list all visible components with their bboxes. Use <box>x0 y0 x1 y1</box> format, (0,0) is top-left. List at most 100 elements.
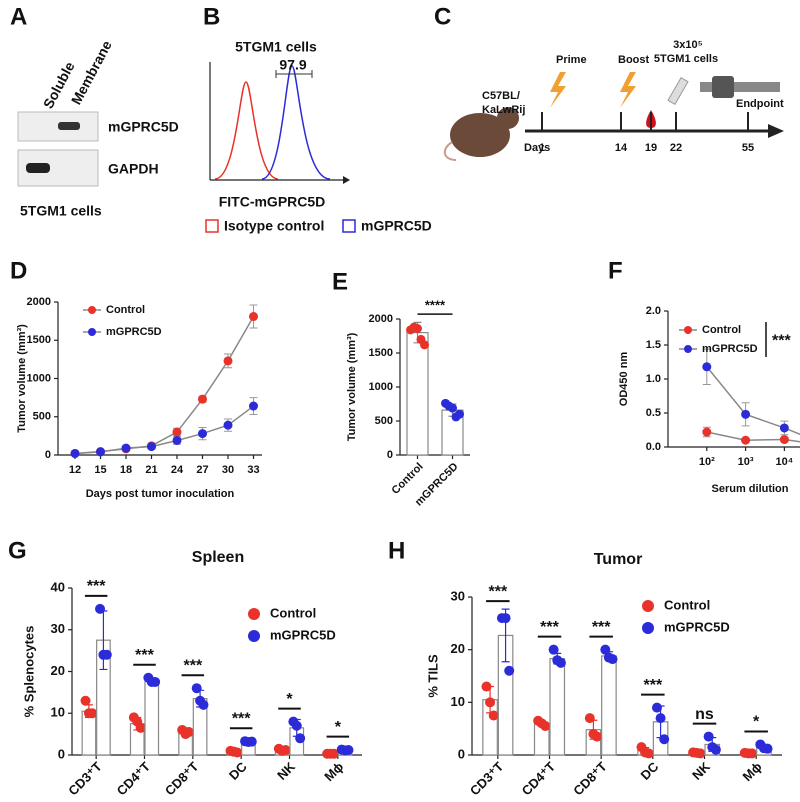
legend-label: mGPRC5D <box>361 218 432 234</box>
data-point <box>246 736 257 747</box>
x-tick-label: CD3⁺T <box>65 759 105 799</box>
y-tick-label: 2000 <box>369 313 393 325</box>
y-tick-label: 0 <box>458 746 465 761</box>
y-axis-label: % Splenocytes <box>21 626 36 718</box>
x-tick-label: 10⁴ <box>776 456 794 468</box>
gate-label: 97.9 <box>279 57 306 73</box>
data-point <box>710 744 721 755</box>
data-point <box>540 721 551 732</box>
legend-label: Control <box>270 605 316 620</box>
data-point <box>659 734 670 745</box>
y-tick-label: 0.0 <box>646 441 661 453</box>
y-tick-label: 40 <box>51 579 65 594</box>
mouse-tail <box>443 141 457 161</box>
x-tick-label: CD3⁺T <box>467 759 507 799</box>
legend-label: mGPRC5D <box>106 326 162 338</box>
x-tick-label: Mϕ <box>740 759 765 784</box>
x-axis-label: Days post tumor inoculation <box>86 488 235 500</box>
x-tick-label: CD4⁺T <box>519 759 559 799</box>
series-line <box>706 431 800 443</box>
legend-marker <box>248 608 260 620</box>
bar <box>144 680 160 756</box>
event-label: Prime <box>556 54 587 66</box>
x-tick-label: 18 <box>120 464 132 476</box>
data-point <box>232 747 243 758</box>
data-point <box>702 427 712 437</box>
data-point <box>592 731 603 742</box>
significance-label: *** <box>540 619 559 636</box>
bar <box>406 332 429 456</box>
x-tick-label: 24 <box>171 464 184 476</box>
data-point <box>223 420 233 430</box>
legend-marker <box>342 219 356 233</box>
panel-label: F <box>608 257 623 284</box>
day-label: 19 <box>645 142 657 154</box>
legend-label: Control <box>702 324 741 336</box>
y-tick-label: 1000 <box>369 381 393 393</box>
significance-label: *** <box>488 583 507 600</box>
significance-label: *** <box>772 333 791 350</box>
mouse-icon <box>450 113 510 157</box>
data-point <box>70 448 80 458</box>
data-point <box>485 697 496 708</box>
y-tick-label: 1500 <box>27 334 51 346</box>
x-tick-label: 30 <box>222 464 234 476</box>
legend-marker <box>642 600 654 612</box>
day-label: 14 <box>615 142 628 154</box>
legend-marker <box>88 306 96 314</box>
boost-icon <box>620 72 636 108</box>
panel-label: D <box>10 257 27 284</box>
histogram <box>214 81 279 180</box>
data-point <box>651 702 662 713</box>
x-tick-label: 21 <box>145 464 157 476</box>
y-tick-label: 500 <box>375 415 393 427</box>
bar <box>601 655 617 756</box>
data-point <box>172 435 182 445</box>
x-axis-label: FITC-mGPRC5D <box>219 194 326 210</box>
legend-marker <box>248 630 260 642</box>
data-point <box>548 644 559 655</box>
data-point <box>481 681 492 692</box>
data-point <box>555 657 566 668</box>
histogram <box>261 65 331 180</box>
x-tick-label: DC <box>226 759 250 783</box>
chart-title: Spleen <box>192 549 244 566</box>
legend-marker <box>205 219 219 233</box>
caliper-icon <box>712 76 734 98</box>
data-point <box>584 713 595 724</box>
data-point <box>291 720 302 731</box>
legend-label: mGPRC5D <box>270 627 336 642</box>
panel-title: 5TGM1 cells <box>235 39 317 55</box>
y-tick-label: 1.5 <box>646 339 661 351</box>
data-point <box>420 340 429 350</box>
data-point <box>121 443 131 453</box>
data-point <box>343 744 354 755</box>
event-label: 5TGM1 cells <box>654 53 718 65</box>
data-point <box>488 710 499 721</box>
y-tick-label: 1500 <box>369 347 393 359</box>
panel-label: G <box>8 537 27 564</box>
y-tick-label: 1.0 <box>646 373 661 385</box>
data-point <box>87 708 98 719</box>
y-tick-label: 500 <box>33 411 51 423</box>
legend-marker <box>684 345 692 353</box>
data-point <box>150 676 161 687</box>
strain-label: C57BL/ <box>482 90 520 102</box>
lane-label: Membrane <box>68 38 115 108</box>
legend-marker <box>88 328 96 336</box>
panel-label: B <box>203 3 220 30</box>
y-axis-label: Tumor volume (mm³) <box>16 324 28 433</box>
legend-label: Isotype control <box>224 218 324 234</box>
series-line <box>74 316 255 455</box>
data-point <box>328 748 339 759</box>
event-label: Endpoint <box>736 98 784 110</box>
significance-label: *** <box>232 710 251 727</box>
series-line <box>706 366 800 436</box>
x-tick-label: CD8⁺T <box>162 759 202 799</box>
x-tick-label: 10² <box>699 456 715 468</box>
significance-label: *** <box>87 578 106 595</box>
data-point <box>695 748 706 759</box>
y-tick-label: 2.0 <box>646 305 661 317</box>
data-point <box>762 743 773 754</box>
data-point <box>249 312 258 322</box>
